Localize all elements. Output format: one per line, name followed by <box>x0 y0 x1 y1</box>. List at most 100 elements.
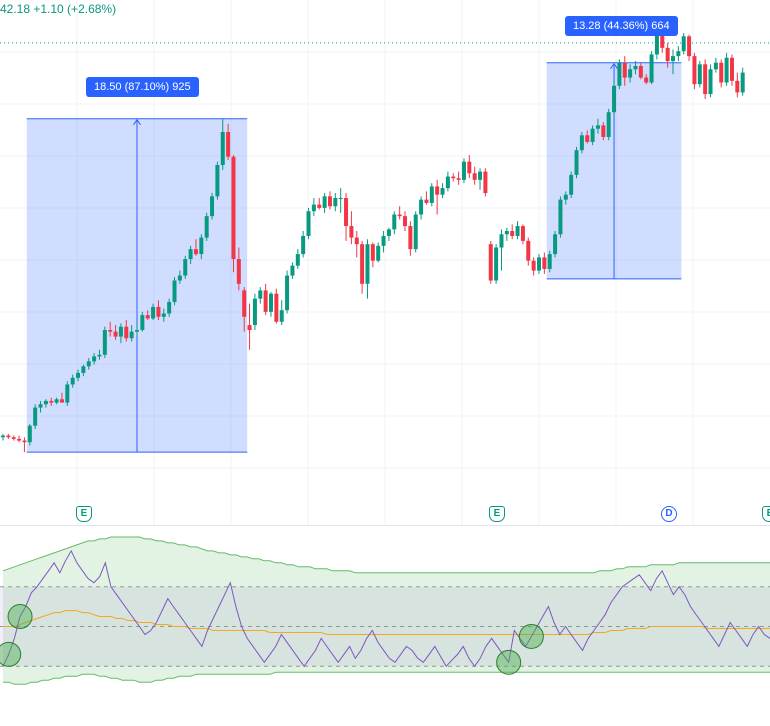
candle-body <box>11 437 16 439</box>
candle <box>649 51 654 85</box>
candle <box>49 397 54 406</box>
candle-body <box>113 331 118 337</box>
candle-body <box>156 306 161 317</box>
candle <box>92 353 97 365</box>
candle <box>242 287 247 332</box>
candle-body <box>295 254 300 266</box>
candle <box>54 397 59 405</box>
candle-body <box>574 150 579 175</box>
candle-body <box>558 199 563 235</box>
candle <box>129 325 134 342</box>
candle-body <box>301 235 306 255</box>
rsi-moving-average-line <box>3 610 770 635</box>
candle-body <box>724 57 729 83</box>
candle <box>279 300 284 326</box>
candle-body <box>520 226 525 241</box>
candle <box>333 193 338 212</box>
candle <box>537 254 541 274</box>
candle <box>210 193 215 220</box>
signal-marker <box>0 641 22 667</box>
candle <box>687 34 692 62</box>
candle <box>617 59 622 90</box>
earnings-event-icon[interactable]: E <box>489 506 505 522</box>
candle <box>692 52 697 90</box>
candle-body <box>671 56 675 62</box>
candle <box>6 433 11 439</box>
candle-body <box>370 244 375 261</box>
candle <box>461 158 466 184</box>
earnings-event-icon[interactable]: E <box>76 506 92 522</box>
candle-body <box>451 176 456 179</box>
candle-body <box>81 366 86 373</box>
candle-body <box>419 199 424 215</box>
candle-body <box>124 326 129 339</box>
measure-label-1[interactable]: 18.50 (87.10%) 925 <box>86 77 199 97</box>
candle-body <box>311 204 316 212</box>
candle-body <box>65 384 70 403</box>
candle-body <box>408 226 413 250</box>
candle <box>445 171 450 192</box>
candle <box>413 211 418 253</box>
candle <box>708 64 713 98</box>
candle-body <box>563 194 568 200</box>
candle <box>317 198 322 210</box>
candle-body <box>633 66 638 70</box>
candle-body <box>97 354 102 357</box>
candle <box>440 183 445 198</box>
candle-body <box>660 29 665 48</box>
candle <box>531 257 536 276</box>
candle <box>542 252 547 274</box>
candle-body <box>193 249 198 255</box>
candle-body <box>472 173 477 180</box>
signal-marker <box>7 604 33 630</box>
candle-body <box>531 260 536 271</box>
candle-body <box>118 326 123 337</box>
candle <box>595 118 600 134</box>
candle <box>193 239 198 256</box>
candle <box>76 369 81 382</box>
candle-body <box>242 290 247 317</box>
measure-label-2[interactable]: 13.28 (44.36%) 664 <box>565 16 678 36</box>
candle <box>204 212 209 241</box>
candle-body <box>537 257 541 271</box>
candle <box>612 80 617 116</box>
candle <box>97 349 102 360</box>
candle <box>306 207 311 240</box>
candle-body <box>43 400 48 405</box>
candle-body <box>349 226 354 238</box>
dividend-event-icon[interactable]: D <box>661 506 677 522</box>
candle <box>258 287 263 304</box>
candle <box>504 227 509 241</box>
price-chart[interactable] <box>0 0 770 526</box>
candle-body <box>92 356 97 362</box>
candle-body <box>38 404 43 408</box>
candle <box>472 166 477 185</box>
candle-body <box>478 171 483 180</box>
candle <box>478 168 483 190</box>
candle <box>563 191 568 205</box>
candle <box>681 33 686 55</box>
candle <box>740 67 745 96</box>
candle-body <box>172 280 177 302</box>
candle <box>713 57 718 73</box>
candle-body <box>622 62 627 78</box>
signal-marker <box>518 623 544 649</box>
candle-body <box>595 125 600 129</box>
candle-body <box>440 188 445 195</box>
candle-body <box>86 361 91 367</box>
candle-body <box>177 275 182 281</box>
candle-body <box>6 435 11 438</box>
candle-body <box>526 240 531 261</box>
candle <box>167 298 172 317</box>
candle-body <box>424 199 429 203</box>
candle <box>290 262 295 279</box>
candle <box>161 308 166 322</box>
earnings-event-icon[interactable]: E <box>762 506 770 522</box>
candle-body <box>638 66 643 78</box>
candle-body <box>612 85 617 113</box>
candle <box>301 231 306 258</box>
candle-body <box>547 254 552 269</box>
candle <box>295 249 300 269</box>
candle <box>274 288 279 324</box>
candle-body <box>703 64 708 95</box>
